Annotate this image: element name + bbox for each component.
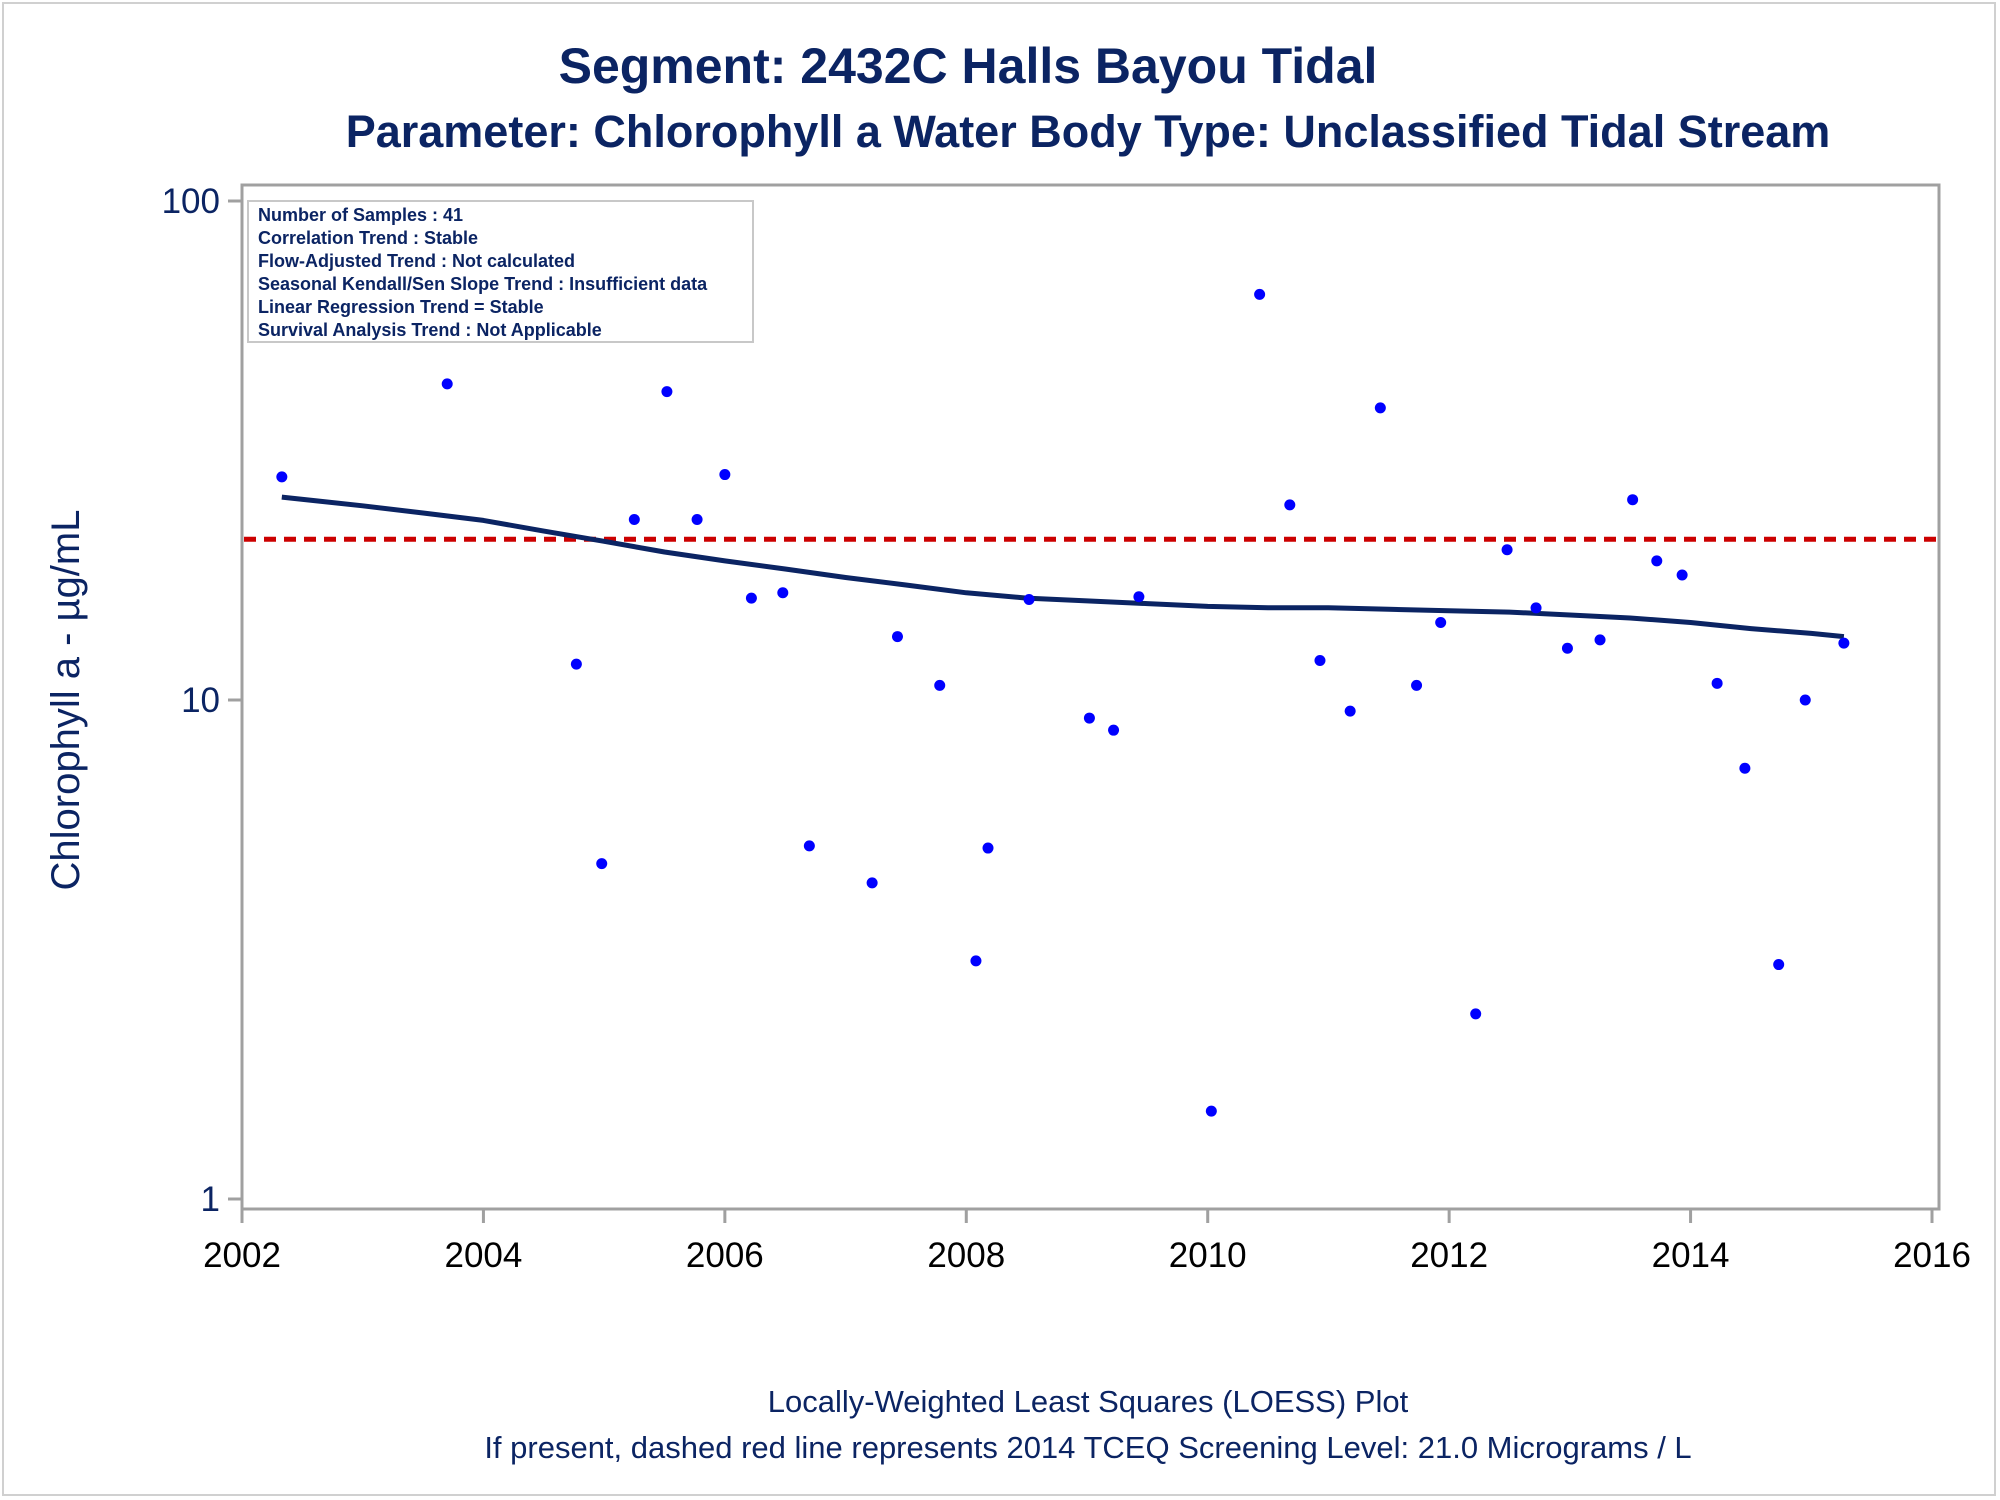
x-axis: 2002 2004 2006 2008 2010 2012 2014 2016 xyxy=(203,1209,1971,1275)
data-point xyxy=(1627,494,1639,506)
data-point xyxy=(1651,555,1663,567)
stats-line-survival: Survival Analysis Trend : Not Applicable xyxy=(258,320,602,340)
data-point xyxy=(1108,724,1120,736)
x-tick-label-2002: 2002 xyxy=(203,1236,281,1275)
data-point xyxy=(1083,712,1095,724)
y-axis: 1 10 100 xyxy=(162,182,242,1219)
data-point xyxy=(934,679,946,691)
x-tick-label-2012: 2012 xyxy=(1410,1236,1488,1275)
loess-curve xyxy=(281,494,1845,640)
loess-layer xyxy=(281,494,1845,640)
chart-subtitle: Parameter: Chlorophyll a Water Body Type… xyxy=(346,106,1831,157)
data-point xyxy=(1501,544,1513,556)
data-point xyxy=(1254,288,1266,300)
x-tick-label-2006: 2006 xyxy=(686,1236,764,1275)
data-point xyxy=(1773,959,1785,971)
stats-line-linear-regression: Linear Regression Trend = Stable xyxy=(258,297,544,317)
data-point xyxy=(661,386,673,398)
points-layer xyxy=(276,288,1850,1117)
data-point xyxy=(866,877,878,889)
data-point xyxy=(745,592,757,604)
y-axis-label: Chlorophyll a - µg/mL xyxy=(44,510,88,891)
data-point xyxy=(1594,634,1606,646)
x-tick-label-2010: 2010 xyxy=(1169,1236,1247,1275)
stats-box-border xyxy=(247,200,754,343)
data-point xyxy=(691,513,703,525)
x-tick-label-2004: 2004 xyxy=(444,1236,522,1275)
footnote-screening: If present, dashed red line represents 2… xyxy=(484,1430,1691,1465)
x-tick-label-2014: 2014 xyxy=(1652,1236,1730,1275)
chart-title: Segment: 2432C Halls Bayou Tidal xyxy=(559,38,1378,94)
data-point xyxy=(596,858,608,870)
y-tick-label-10: 10 xyxy=(181,681,220,720)
plot-area xyxy=(240,183,1941,1211)
data-point xyxy=(1284,499,1296,511)
data-point xyxy=(1739,762,1751,774)
stats-line-seasonal-kendall: Seasonal Kendall/Sen Slope Trend : Insuf… xyxy=(258,274,708,294)
stats-line-flow-adjusted: Flow-Adjusted Trend : Not calculated xyxy=(258,251,575,271)
y-tick-label-100: 100 xyxy=(162,182,220,221)
data-point xyxy=(803,840,815,852)
x-tick-label-2016: 2016 xyxy=(1893,1236,1971,1275)
data-point xyxy=(777,587,789,599)
stats-box: Number of Samples : 41 Correlation Trend… xyxy=(247,200,754,343)
data-point xyxy=(276,471,288,483)
data-point xyxy=(1676,569,1688,581)
data-point xyxy=(1023,594,1035,606)
data-point xyxy=(1470,1008,1482,1020)
data-point xyxy=(1561,642,1573,654)
stats-line-correlation: Correlation Trend : Stable xyxy=(258,228,478,248)
x-tick-label-2008: 2008 xyxy=(927,1236,1005,1275)
data-point xyxy=(1530,602,1542,614)
data-point xyxy=(1711,677,1723,689)
data-point xyxy=(570,658,582,670)
data-point xyxy=(891,631,903,643)
data-point xyxy=(1205,1105,1217,1117)
data-point xyxy=(1133,591,1145,603)
data-point xyxy=(970,955,982,967)
data-point xyxy=(719,469,731,481)
data-point xyxy=(1838,637,1850,649)
footnote-loess: Locally-Weighted Least Squares (LOESS) P… xyxy=(768,1384,1409,1419)
data-point xyxy=(1435,616,1447,628)
data-point xyxy=(1799,694,1811,706)
data-point xyxy=(628,513,640,525)
data-point xyxy=(1411,679,1423,691)
data-point xyxy=(1314,654,1326,666)
data-point xyxy=(1344,705,1356,717)
data-point xyxy=(982,842,994,854)
y-tick-label-1: 1 xyxy=(201,1180,220,1219)
stats-line-samples: Number of Samples : 41 xyxy=(258,205,463,225)
data-point xyxy=(1374,402,1386,414)
data-point xyxy=(441,378,453,390)
